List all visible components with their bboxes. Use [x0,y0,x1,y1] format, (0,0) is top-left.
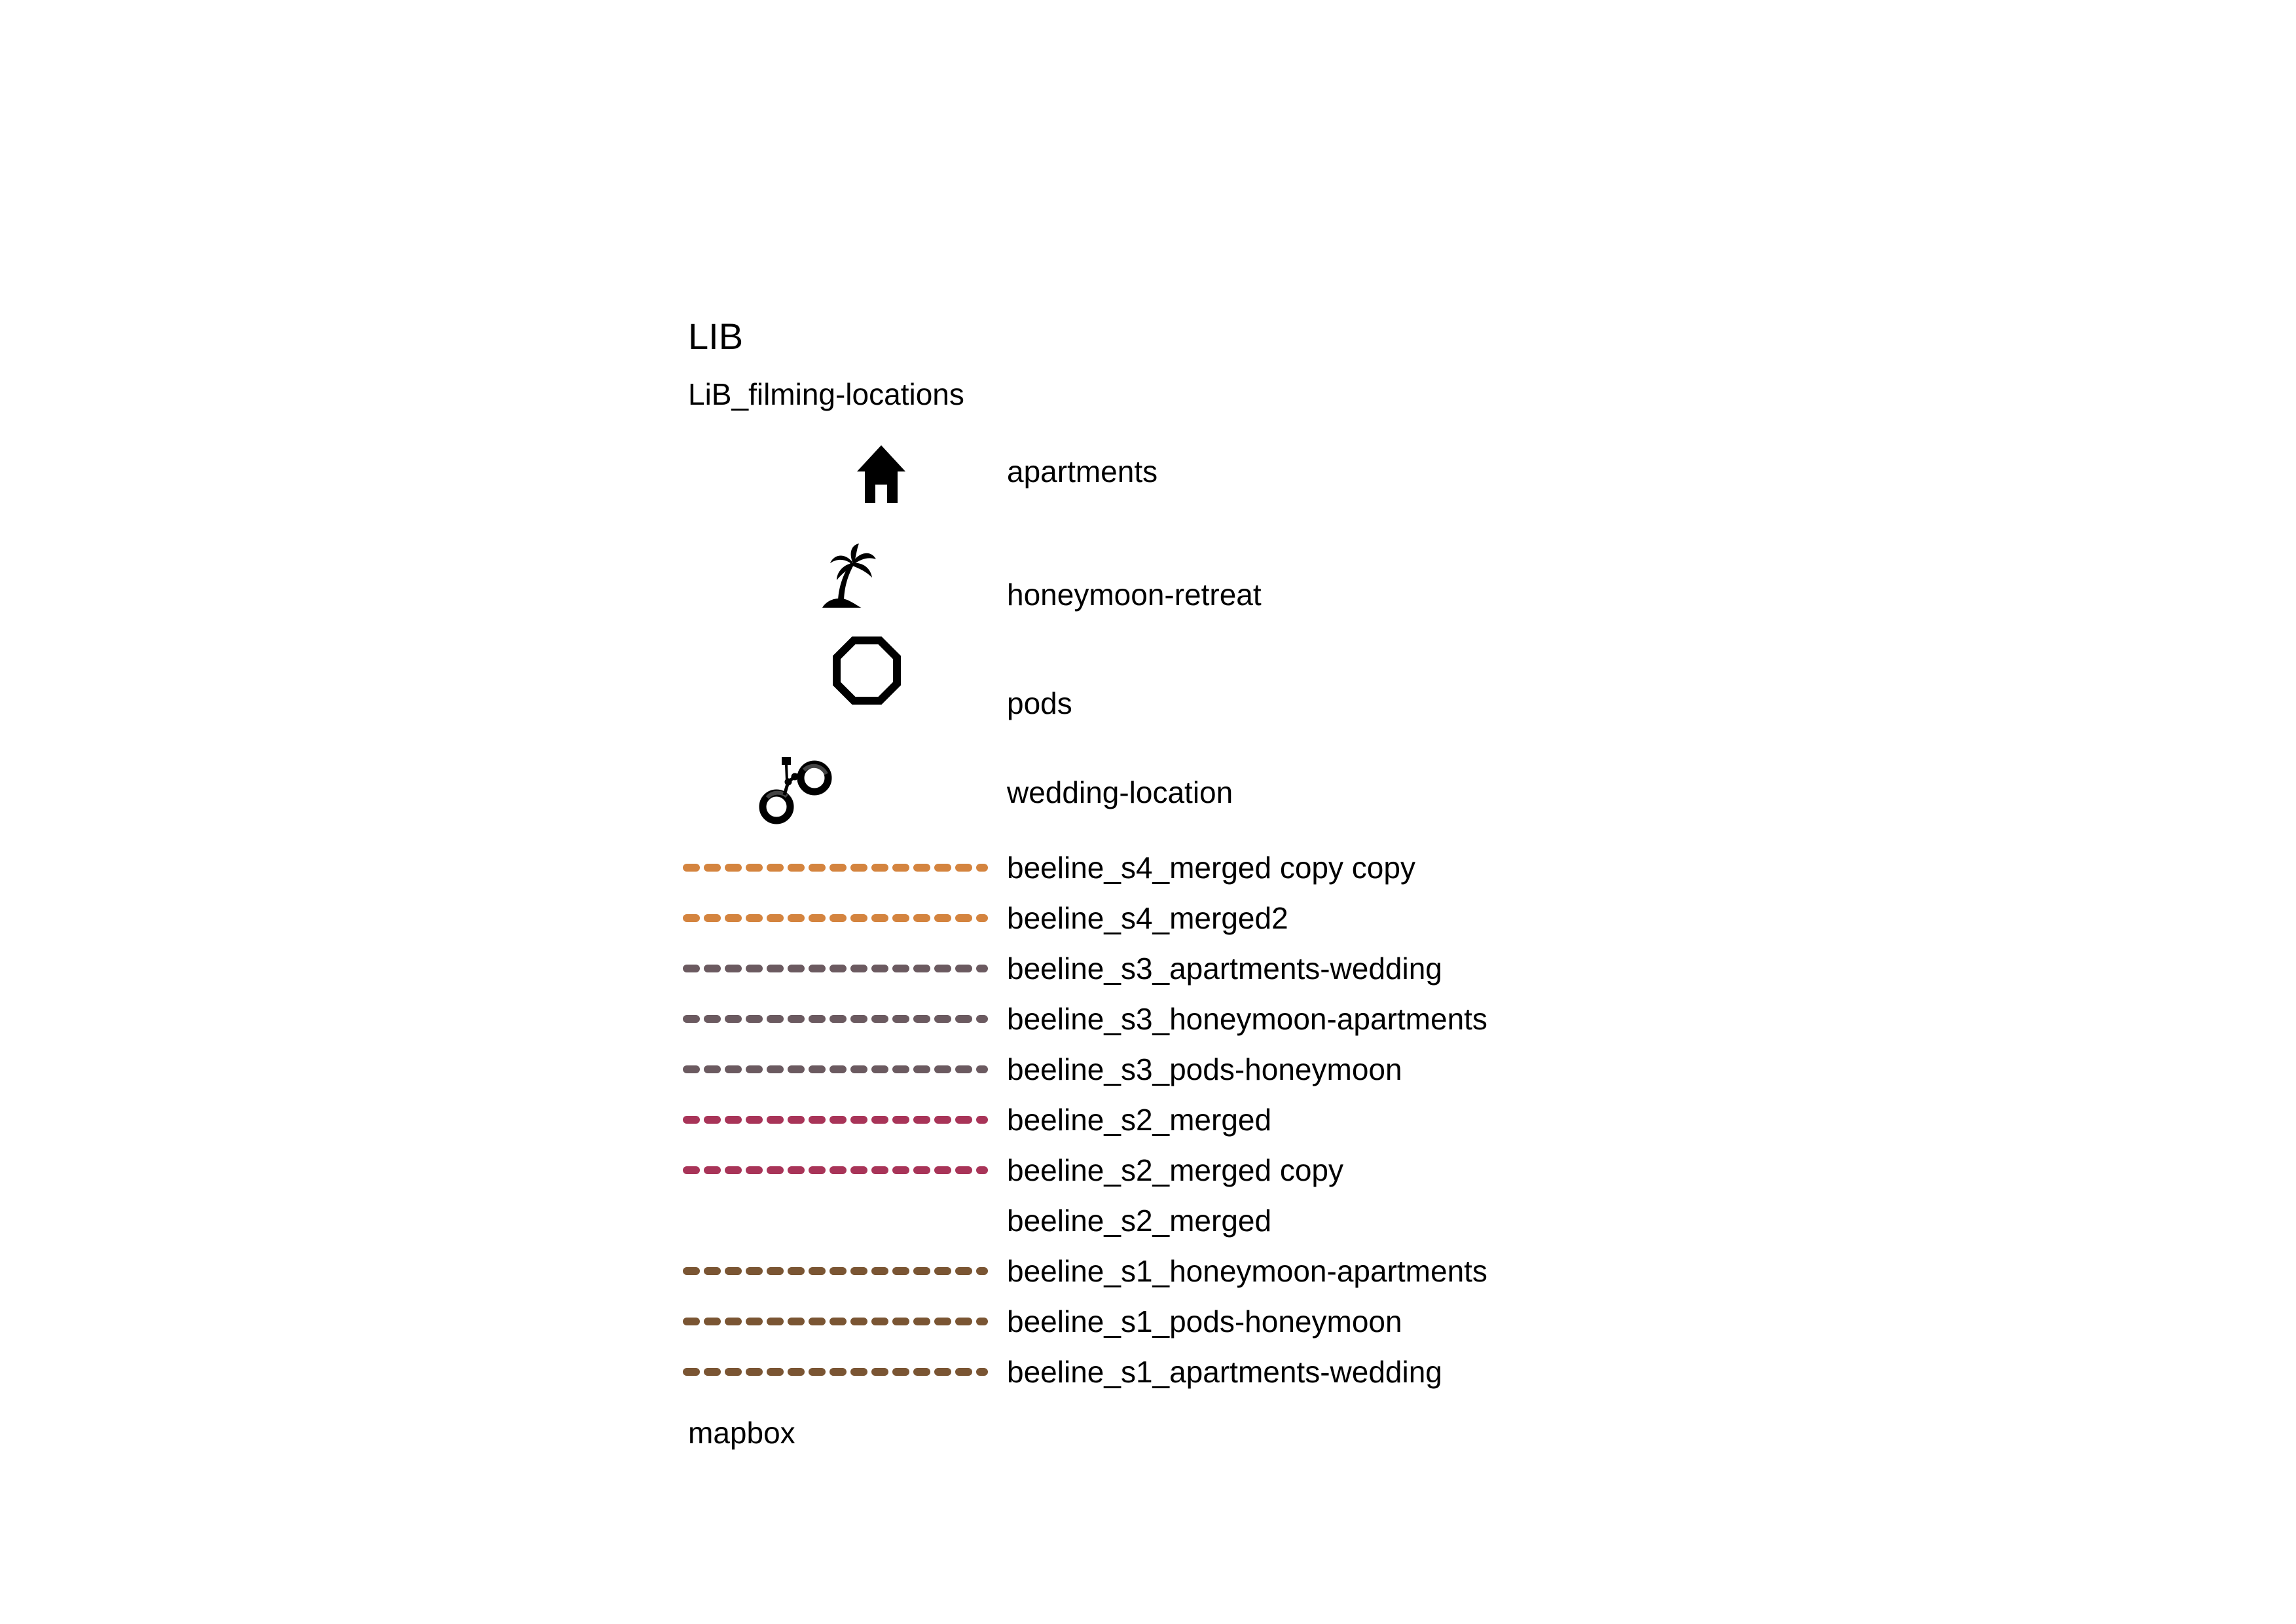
line-swatch [683,914,988,922]
line-swatch [683,1318,988,1325]
legend-label-pods: pods [1007,686,1072,720]
line-swatch [683,1368,988,1376]
line-swatch [683,965,988,972]
legend-label-line: beeline_s2_merged [1007,1204,1272,1238]
line-swatch [683,1166,988,1174]
legend-label-wedding-location: wedding-location [1007,775,1233,809]
source-attribution: mapbox [688,1416,795,1450]
line-swatch [683,1116,988,1124]
octagon-icon [833,637,901,705]
legend-label-line: beeline_s3_pods-honeymoon [1007,1052,1402,1086]
line-swatch [683,1065,988,1073]
line-swatch [683,1015,988,1023]
handcuffs-icon [759,757,832,824]
line-swatch [683,1267,988,1275]
legend-label-line: beeline_s4_merged copy copy [1007,851,1415,885]
layer-group-name: LiB_filming-locations [688,377,964,411]
legend-label-line: beeline_s3_apartments-wedding [1007,951,1442,986]
legend-label-line: beeline_s2_merged [1007,1103,1272,1137]
legend-label-line: beeline_s1_pods-honeymoon [1007,1304,1402,1338]
house-icon [857,445,905,503]
legend-label-line: beeline_s4_merged2 [1007,901,1288,935]
legend-title: LIB [688,316,744,357]
palm-tree-icon [822,544,876,608]
line-swatch [683,864,988,872]
legend-label-honeymoon-retreat: honeymoon-retreat [1007,578,1262,612]
legend-label-apartments: apartments [1007,454,1158,489]
legend-label-line: beeline_s1_honeymoon-apartments [1007,1254,1487,1288]
legend-label-line: beeline_s1_apartments-wedding [1007,1355,1442,1389]
legend-label-line: beeline_s3_honeymoon-apartments [1007,1002,1487,1036]
legend-label-line: beeline_s2_merged copy [1007,1153,1344,1187]
